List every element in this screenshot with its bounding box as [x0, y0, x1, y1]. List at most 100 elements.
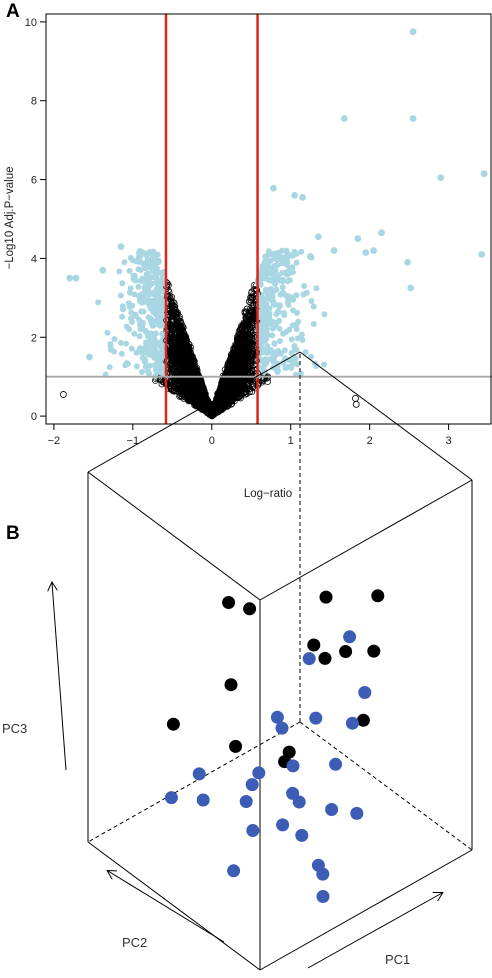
gene-point [202, 406, 210, 413]
significant-gene-point [289, 264, 296, 271]
x-axis-tick-label: 1 [288, 435, 294, 447]
sample-point-group-2 [295, 828, 309, 842]
significant-gene-point [159, 275, 166, 282]
significant-gene-point [313, 363, 320, 369]
significant-gene-point [259, 330, 265, 337]
significant-gene-point [274, 262, 281, 269]
significant-gene-point [160, 335, 167, 342]
y-axis-tick-label: 8 [31, 96, 37, 108]
gene-point [193, 387, 201, 395]
significant-gene-point [283, 247, 290, 254]
significant-gene-point [313, 285, 320, 292]
gene-point [238, 347, 245, 354]
sample-point-group-2 [329, 757, 343, 771]
significant-gene-point [308, 298, 315, 304]
gene-point [215, 393, 223, 401]
significant-gene-point [340, 115, 348, 122]
sample-point-group-1 [222, 596, 236, 609]
gene-point [180, 375, 187, 383]
significant-gene-point [72, 274, 80, 282]
sample-point-group-1 [166, 717, 180, 731]
significant-gene-point [257, 271, 264, 278]
gene-point [237, 394, 244, 402]
gene-point [186, 396, 193, 404]
significant-gene-point [277, 291, 284, 298]
gene-point [249, 350, 256, 358]
gene-point [242, 314, 250, 322]
gene-point [237, 348, 244, 356]
significant-gene-point [265, 291, 272, 297]
y-axis-tick-label: 2 [31, 332, 37, 344]
gene-point [232, 349, 240, 357]
sample-point-group-2 [316, 890, 330, 903]
gene-point [194, 380, 201, 388]
gene-point [182, 354, 190, 362]
volcano-highlighted-points [59, 28, 488, 408]
significant-gene-point [301, 283, 308, 289]
significant-gene-point [140, 308, 147, 315]
gene-point [221, 391, 229, 399]
gene-point [183, 360, 190, 368]
significant-gene-point [293, 346, 300, 353]
significant-gene-point [282, 365, 289, 371]
gene-point [225, 368, 233, 376]
gene-point [240, 360, 247, 368]
significant-gene-point [129, 319, 135, 325]
pca-axis-arrows [52, 583, 442, 969]
cube-edge [299, 351, 473, 481]
significant-gene-point [292, 355, 299, 362]
gene-point [352, 400, 360, 408]
gene-point [229, 369, 237, 376]
y-axis-tick-label: 10 [25, 17, 37, 29]
significant-gene-point [285, 301, 292, 308]
significant-gene-point [299, 193, 306, 201]
significant-gene-point [275, 367, 281, 374]
significant-gene-point [284, 259, 291, 266]
gene-point [180, 366, 188, 373]
significant-gene-point [279, 255, 286, 262]
significant-gene-point [293, 259, 300, 266]
x-axis-tick-label: 3 [446, 435, 452, 447]
significant-gene-point [111, 348, 118, 355]
significant-gene-point [259, 365, 266, 372]
gene-point [186, 393, 194, 400]
gene-point [235, 336, 243, 343]
significant-gene-point [117, 243, 125, 250]
significant-gene-point [270, 301, 277, 308]
significant-gene-point [160, 312, 166, 319]
significant-gene-point [314, 233, 322, 241]
y-axis-tick-label: 4 [31, 253, 37, 265]
cube-hidden-edge [299, 721, 473, 851]
gene-point [248, 319, 255, 327]
significant-gene-point [138, 299, 145, 306]
cube-edge [87, 841, 261, 971]
gene-point [246, 332, 253, 340]
gene-point [170, 345, 178, 353]
significant-gene-point [107, 341, 114, 348]
significant-gene-point [264, 345, 271, 352]
significant-gene-point [137, 345, 144, 352]
gene-point [240, 371, 248, 378]
significant-gene-point [145, 346, 152, 352]
cube-hidden-edge [87, 721, 301, 843]
volcano-plot-frame [45, 13, 492, 425]
significant-gene-point [273, 251, 279, 258]
gene-point [221, 400, 229, 408]
significant-gene-point [299, 337, 306, 343]
gene-point [175, 340, 183, 348]
sample-point-group-2 [192, 767, 206, 781]
gene-point [249, 339, 256, 347]
sample-point-group-1 [371, 589, 385, 603]
x-axis-tick-label: −1 [127, 435, 140, 447]
gene-point [229, 355, 237, 362]
gene-point [183, 348, 191, 356]
gene-point [263, 374, 271, 382]
significant-gene-point [404, 258, 411, 266]
significant-gene-point [148, 303, 155, 310]
gene-point [224, 361, 232, 369]
gene-point [187, 360, 195, 368]
significant-gene-point [129, 257, 136, 264]
pca-bounding-box [87, 351, 473, 971]
gene-point [183, 336, 190, 344]
significant-gene-point [142, 290, 149, 297]
